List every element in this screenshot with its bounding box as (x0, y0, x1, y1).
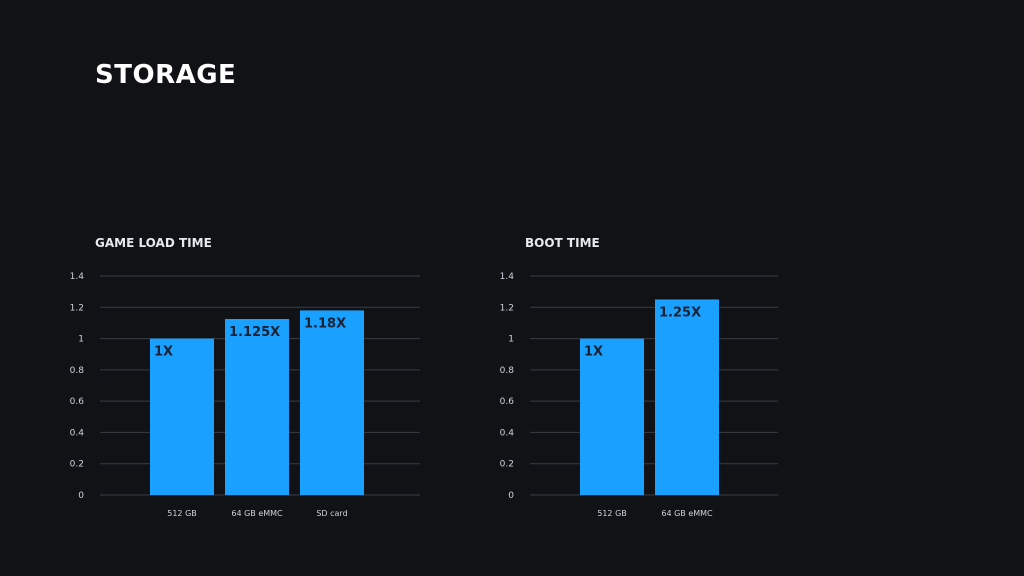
chart-title: GAME LOAD TIME (95, 236, 212, 250)
bar (150, 338, 214, 495)
chart-title: BOOT TIME (525, 236, 600, 250)
bar (225, 319, 289, 495)
bar (580, 338, 644, 495)
category-label: 64 GB eMMC (661, 509, 713, 518)
chart-boot-time-plot: 0 0.2 0.4 0.6 0.8 1 1.2 1.4 1X 512 GB 1.25X 64 GB e… (500, 272, 778, 518)
y-tick-label: 0.4 (500, 428, 515, 438)
data-label: 1.125X (229, 325, 280, 340)
chart-game-load-time: GAME LOAD TIME 0 0.2 0.4 0.6 0.8 1 1.2 1.4 1X 512… (60, 232, 420, 532)
category-label: SD card (316, 509, 347, 518)
y-tick-label: 0.6 (500, 397, 515, 407)
y-tick-label: 0.6 (70, 397, 85, 407)
y-tick-label: 0.4 (70, 428, 85, 438)
bar (300, 310, 364, 495)
chart-game-load-time-plot: 0 0.2 0.4 0.6 0.8 1 1.2 1.4 1X 512 GB 1.125X 64 GB … (70, 272, 420, 518)
y-tick-label: 1 (78, 335, 84, 345)
y-tick-label: 0.2 (500, 460, 514, 470)
y-tick-label: 0.2 (70, 460, 84, 470)
y-tick-label: 1.4 (500, 272, 515, 282)
data-label: 1.18X (304, 316, 346, 331)
category-label: 512 GB (597, 509, 627, 518)
data-label: 1X (584, 345, 603, 360)
y-tick-label: 1.4 (70, 272, 85, 282)
y-tick-label: 0 (508, 491, 514, 501)
bar (655, 299, 719, 495)
y-tick-label: 0 (78, 491, 84, 501)
page-title: STORAGE (95, 60, 237, 90)
y-tick-label: 1.2 (500, 303, 514, 313)
category-label: 64 GB eMMC (231, 509, 283, 518)
y-tick-label: 0.8 (70, 366, 85, 376)
y-tick-label: 1.2 (70, 303, 84, 313)
y-tick-label: 0.8 (500, 366, 515, 376)
data-label: 1.25X (659, 305, 701, 320)
category-label: 512 GB (167, 509, 197, 518)
chart-boot-time: BOOT TIME 0 0.2 0.4 0.6 0.8 1 1.2 1.4 1X 512 GB 1.… (490, 232, 850, 532)
data-label: 1X (154, 345, 173, 360)
y-tick-label: 1 (508, 335, 514, 345)
